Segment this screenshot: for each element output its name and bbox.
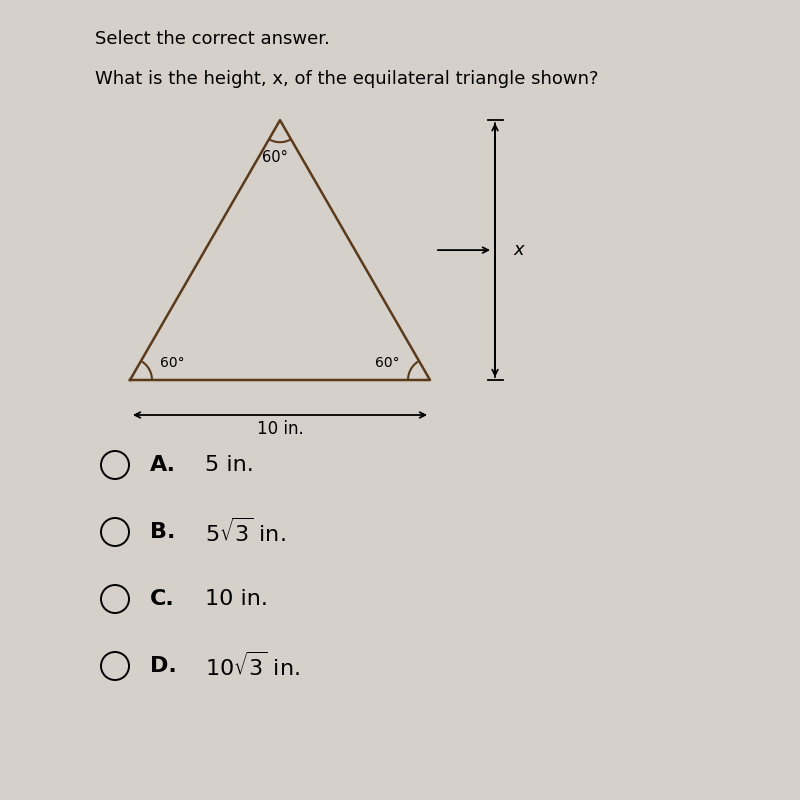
Text: 60°: 60° <box>375 356 400 370</box>
Text: 60°: 60° <box>160 356 185 370</box>
Text: 60°: 60° <box>262 150 288 165</box>
Text: 10 in.: 10 in. <box>205 589 268 609</box>
Text: 10 in.: 10 in. <box>257 420 303 438</box>
Text: C.: C. <box>150 589 174 609</box>
Text: 5 in.: 5 in. <box>205 455 254 475</box>
Text: $5\sqrt{3}$ in.: $5\sqrt{3}$ in. <box>205 518 286 546</box>
Text: Select the correct answer.: Select the correct answer. <box>95 30 330 48</box>
Text: A.: A. <box>150 455 176 475</box>
Text: $10\sqrt{3}$ in.: $10\sqrt{3}$ in. <box>205 652 300 680</box>
Text: B.: B. <box>150 522 175 542</box>
Text: What is the height, x, of the equilateral triangle shown?: What is the height, x, of the equilatera… <box>95 70 598 88</box>
Text: x: x <box>513 241 524 259</box>
Text: D.: D. <box>150 656 177 676</box>
